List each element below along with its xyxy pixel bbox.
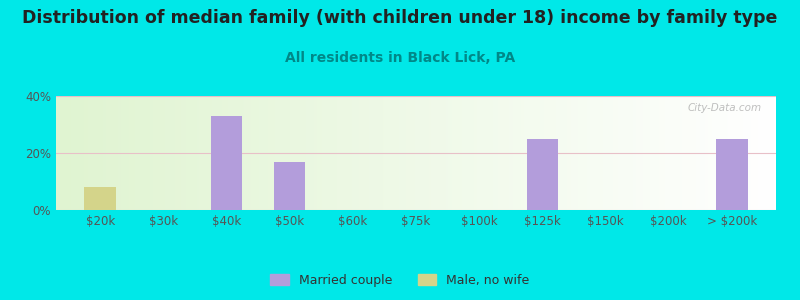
Text: City-Data.com: City-Data.com [687,103,762,113]
Bar [85,187,116,210]
Bar [210,116,242,210]
Text: Distribution of median family (with children under 18) income by family type: Distribution of median family (with chil… [22,9,778,27]
Legend: Married couple, Male, no wife: Married couple, Male, no wife [266,270,534,291]
Text: All residents in Black Lick, PA: All residents in Black Lick, PA [285,51,515,65]
Bar [274,161,306,210]
Bar [716,139,747,210]
Bar [526,139,558,210]
